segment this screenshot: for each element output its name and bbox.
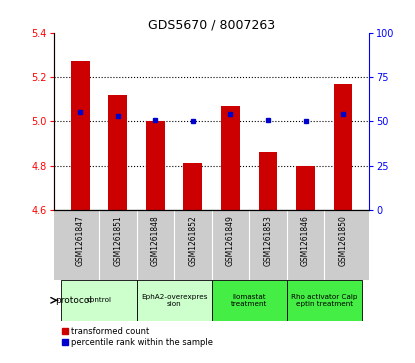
Bar [183,163,202,210]
Text: GSM1261849: GSM1261849 [226,216,235,266]
Bar [259,152,277,210]
Text: Rho activator Calp
eptin treatment: Rho activator Calp eptin treatment [291,294,358,307]
Bar [71,61,90,210]
Bar [137,280,212,321]
Bar [212,280,287,321]
Text: EphA2-overexpres
sion: EphA2-overexpres sion [141,294,208,307]
Text: GSM1261846: GSM1261846 [301,216,310,266]
Text: GSM1261850: GSM1261850 [339,216,348,266]
Text: GSM1261852: GSM1261852 [188,216,198,266]
Title: GDS5670 / 8007263: GDS5670 / 8007263 [148,19,275,32]
Text: GSM1261848: GSM1261848 [151,216,160,266]
Text: GSM1261847: GSM1261847 [76,216,85,266]
Bar [334,83,352,210]
Legend: transformed count, percentile rank within the sample: transformed count, percentile rank withi… [58,323,217,351]
Text: GSM1261853: GSM1261853 [264,216,273,266]
Bar [146,121,165,210]
Text: protocol: protocol [55,296,92,305]
Bar [296,166,315,210]
Text: llomastat
treatment: llomastat treatment [231,294,267,307]
Bar [287,280,362,321]
Bar [61,280,137,321]
Bar [108,95,127,210]
Text: GSM1261851: GSM1261851 [113,216,122,266]
Text: control: control [86,297,112,303]
Bar [221,106,240,210]
